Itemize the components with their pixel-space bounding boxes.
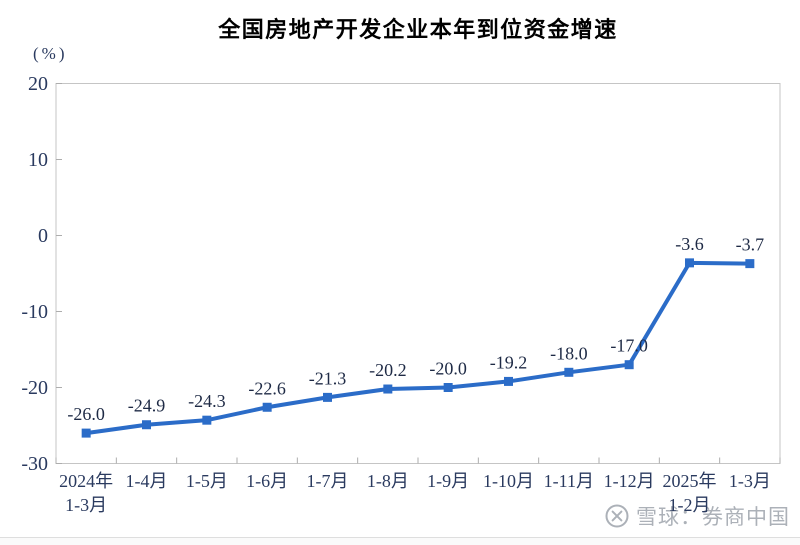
x-axis-label: 1-9月 — [427, 471, 469, 491]
y-axis-tick-label: 10 — [28, 149, 48, 171]
y-axis-tick-label: 20 — [28, 73, 48, 95]
y-axis-tick-label: -10 — [21, 301, 48, 323]
watermark: 雪球：券商中国 — [604, 501, 790, 531]
x-axis-label: 1-6月 — [246, 471, 288, 491]
data-point-label: -3.7 — [736, 235, 765, 255]
x-axis-label: 2025年 1-2月 — [663, 471, 717, 515]
data-point-marker — [323, 392, 332, 402]
xueqiu-logo-icon — [605, 504, 629, 528]
data-point-label: -26.0 — [67, 404, 105, 424]
y-axis-tick-label: -30 — [21, 453, 48, 475]
data-point-marker — [685, 258, 694, 268]
data-point-label: -19.2 — [490, 352, 528, 372]
data-point-label: -3.6 — [675, 234, 704, 254]
data-point-label: -21.3 — [309, 368, 347, 388]
data-point-marker — [262, 402, 272, 412]
x-axis-label: 1-12月 — [604, 471, 655, 491]
bottom-divider — [0, 537, 800, 545]
data-point-label: -22.6 — [248, 378, 286, 398]
x-axis-label: 2024年 1-3月 — [59, 471, 113, 515]
data-point-marker — [624, 360, 634, 370]
x-axis-label: 1-3月 — [729, 471, 771, 491]
data-point-marker — [504, 376, 513, 386]
series-line — [84, 260, 752, 436]
y-axis-unit-label: (%) — [33, 44, 68, 63]
x-axis-label: 1-8月 — [367, 471, 409, 491]
x-axis-label: 1-10月 — [483, 471, 534, 491]
data-point-marker — [745, 259, 755, 269]
data-point-label: -17.0 — [610, 336, 648, 356]
data-point-label: -20.2 — [369, 360, 407, 380]
x-axis-label: 1-5月 — [186, 471, 228, 491]
chart-title: 全国房地产开发企业本年到位资金增速 — [218, 17, 618, 42]
data-point-marker — [142, 420, 151, 430]
data-point-marker — [443, 383, 453, 392]
watermark-text: 雪球：券商中国 — [636, 506, 790, 529]
x-axis-label: 1-4月 — [126, 471, 168, 491]
data-point-marker — [202, 415, 212, 425]
data-point-label: -24.9 — [128, 396, 166, 416]
x-axis-label: 1-7月 — [307, 471, 349, 491]
data-point-label: -18.0 — [550, 343, 588, 363]
data-point-marker — [81, 428, 91, 438]
data-point-marker — [383, 384, 393, 394]
x-axis-label: 1-11月 — [544, 471, 594, 491]
data-point-label: -20.0 — [429, 359, 467, 379]
data-point-marker — [564, 367, 574, 377]
y-axis-tick-label: -20 — [21, 377, 48, 399]
y-axis-tick-label: 0 — [38, 225, 48, 247]
data-point-label: -24.3 — [188, 391, 226, 411]
